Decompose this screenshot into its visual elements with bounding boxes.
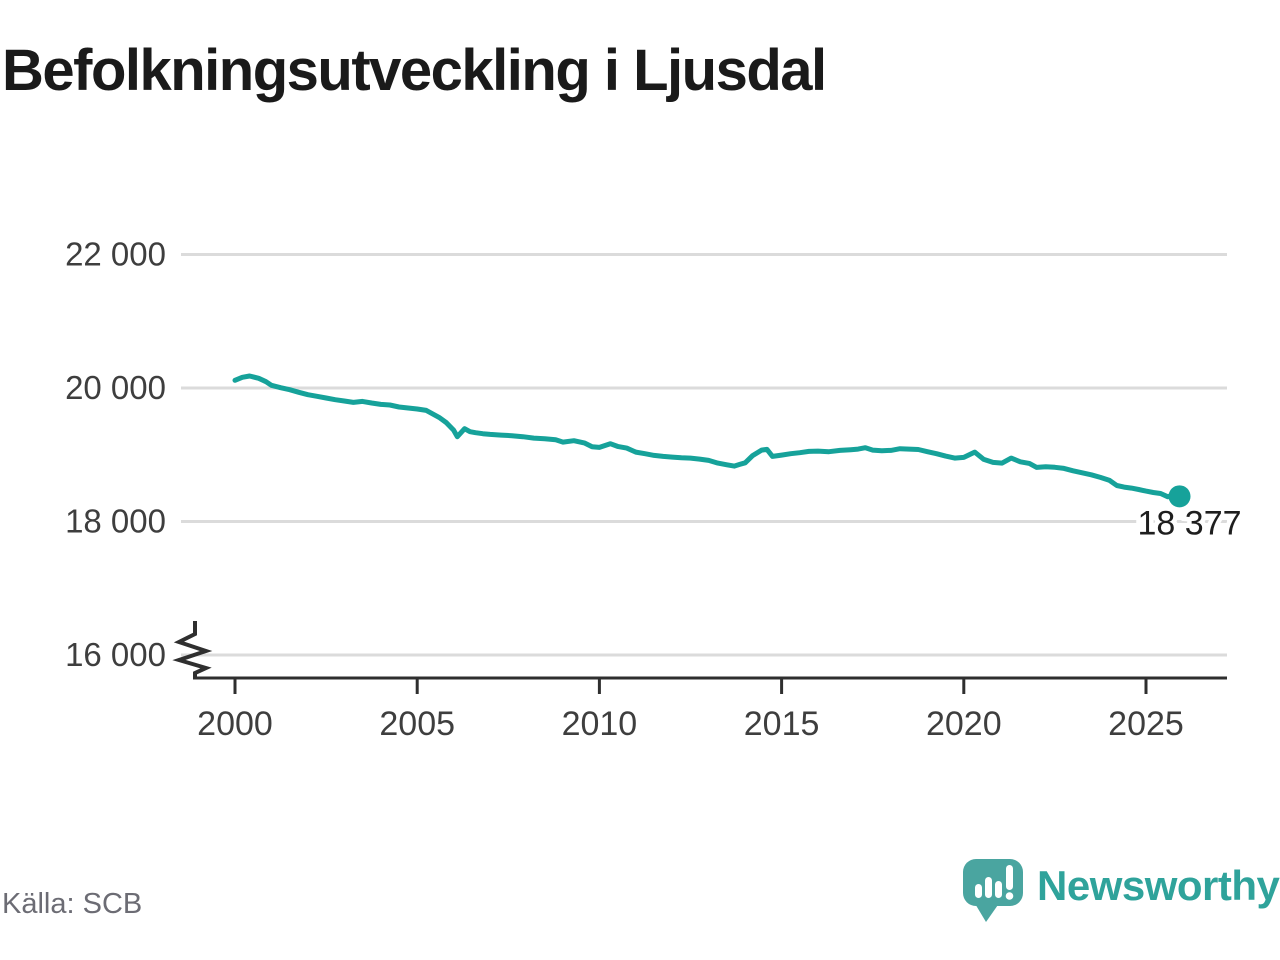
axis-break-icon <box>172 621 213 679</box>
y-axis-tick-label: 18 000 <box>65 503 166 540</box>
population-line <box>232 373 1182 500</box>
x-axis-tick-label: 2005 <box>379 705 455 743</box>
x-axis-tick-label: 2015 <box>744 705 820 743</box>
newsworthy-wordmark: Newsworthy <box>1037 862 1280 909</box>
latest-point-marker <box>1168 485 1191 508</box>
x-axis-tick-label: 2020 <box>926 705 1002 743</box>
y-axis-tick-label: 16 000 <box>65 636 166 673</box>
latest-value-label: 18 377 <box>1138 504 1242 542</box>
chart-title: Befolkningsutveckling i Ljusdal <box>2 38 827 103</box>
source-caption: Källa: SCB <box>2 888 143 920</box>
y-axis-tick-label: 22 000 <box>65 236 166 273</box>
x-axis-tick-label: 2010 <box>562 705 638 743</box>
x-axis-tick-label: 2000 <box>197 705 273 743</box>
newsworthy-logo-icon <box>963 859 1023 922</box>
newsworthy-logo: Newsworthy <box>962 858 1280 924</box>
y-axis-tick-label: 20 000 <box>65 369 166 406</box>
x-axis-tick-label: 2025 <box>1108 705 1184 743</box>
